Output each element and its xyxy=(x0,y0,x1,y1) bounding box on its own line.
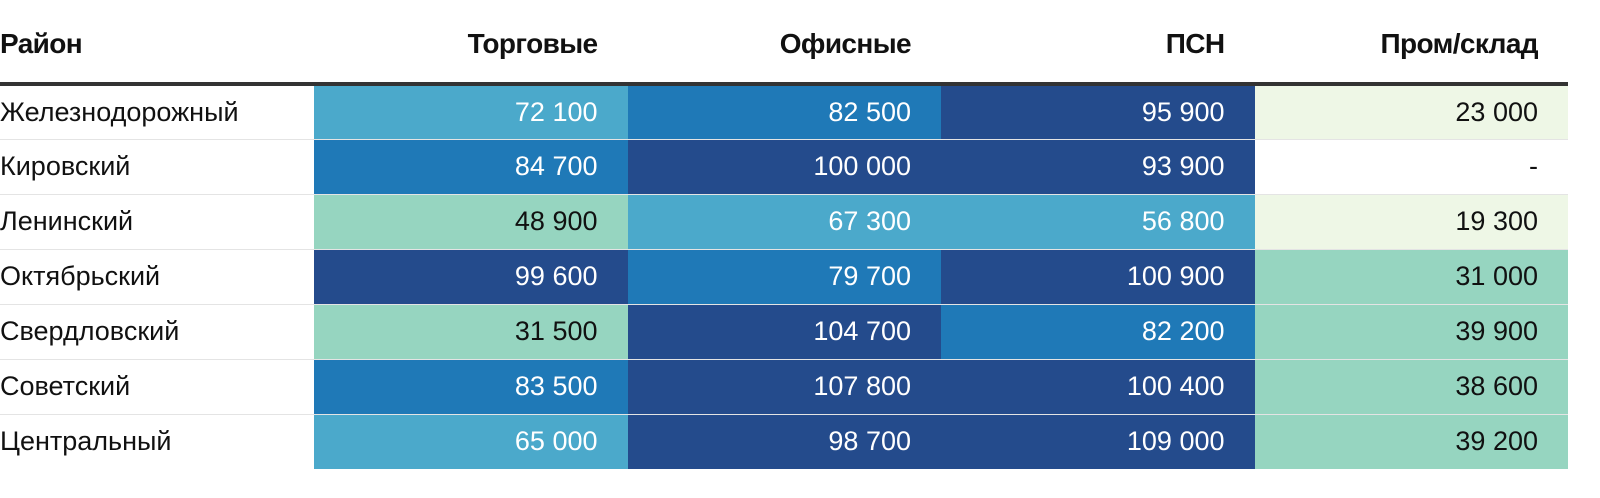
heatmap-cell-industrial: 38 600 xyxy=(1254,359,1568,415)
column-header-retail: Торговые xyxy=(314,0,628,86)
heatmap-cell-retail: 48 900 xyxy=(314,194,628,250)
heatmap-cell-psn: 95 900 xyxy=(941,84,1255,140)
district-name-cell: Кировский xyxy=(0,139,314,195)
column-header-psn: ПСН xyxy=(941,0,1255,86)
heatmap-cell-office: 100 000 xyxy=(627,139,941,195)
heatmap-cell-psn: 93 900 xyxy=(941,139,1255,195)
table-body: Железнодорожный 72 100 82 500 95 900 23 000 К… xyxy=(0,84,1568,469)
heatmap-cell-industrial: - xyxy=(1254,139,1568,195)
heatmap-cell-psn: 100 400 xyxy=(941,359,1255,415)
column-header-district: Район xyxy=(0,0,314,86)
heatmap-cell-office: 67 300 xyxy=(627,194,941,250)
heatmap-cell-retail: 99 600 xyxy=(314,249,628,305)
district-name-cell: Железнодорожный xyxy=(0,84,314,140)
table-row: Кировский 84 700 100 000 93 900- xyxy=(0,139,1568,195)
heatmap-cell-psn: 56 800 xyxy=(941,194,1255,250)
district-name-cell: Октябрьский xyxy=(0,249,314,305)
heatmap-cell-office: 79 700 xyxy=(627,249,941,305)
heatmap-cell-office: 98 700 xyxy=(627,414,941,469)
heatmap-cell-retail: 65 000 xyxy=(314,414,628,469)
heatmap-cell-industrial: 23 000 xyxy=(1254,84,1568,140)
heatmap-table-container: Район Торговые Офисные ПСН Пром/склад Же… xyxy=(0,0,1568,469)
heatmap-cell-office: 82 500 xyxy=(627,84,941,140)
heatmap-cell-psn: 100 900 xyxy=(941,249,1255,305)
heatmap-cell-industrial: 19 300 xyxy=(1254,194,1568,250)
table-row: Свердловский 31 500 104 700 82 200 39 900 xyxy=(0,304,1568,360)
district-name-cell: Центральный xyxy=(0,426,172,457)
heatmap-cell-psn: 82 200 xyxy=(941,304,1255,360)
table-row: Железнодорожный 72 100 82 500 95 900 23 000 xyxy=(0,84,1568,140)
table-row: Октябрьский 99 600 79 700 100 900 31 000 xyxy=(0,249,1568,305)
header-row: Район Торговые Офисные ПСН Пром/склад xyxy=(0,0,1568,86)
heatmap-cell-retail: 84 700 xyxy=(314,139,628,195)
table-header: Район Торговые Офисные ПСН Пром/склад xyxy=(0,0,1568,86)
heatmap-cell-office: 104 700 xyxy=(627,304,941,360)
district-name-cell: Советский xyxy=(0,359,314,415)
table-row: Советский 83 500 107 800 100 400 38 600 xyxy=(0,359,1568,415)
heatmap-cell-industrial: 31 000 xyxy=(1254,249,1568,305)
heatmap-cell-industrial: 39 200 xyxy=(1254,414,1568,469)
table-row: Центральный 65 000 98 700 109 000 39 200 xyxy=(0,414,1568,469)
heatmap-cell-psn: 109 000 xyxy=(941,414,1255,469)
heatmap-cell-retail: 72 100 xyxy=(314,84,628,140)
table-row: Ленинский 48 900 67 300 56 800 19 300 xyxy=(0,194,1568,250)
column-header-industrial: Пром/склад xyxy=(1254,0,1568,86)
heatmap-table: Район Торговые Офисные ПСН Пром/склад Же… xyxy=(0,0,1568,469)
district-name-cell: Свердловский xyxy=(0,304,314,360)
heatmap-cell-retail: 31 500 xyxy=(314,304,628,360)
district-name-cell: Ленинский xyxy=(0,194,314,250)
heatmap-cell-retail: 83 500 xyxy=(314,359,628,415)
heatmap-cell-industrial: 39 900 xyxy=(1254,304,1568,360)
column-header-office: Офисные xyxy=(627,0,941,86)
heatmap-cell-office: 107 800 xyxy=(627,359,941,415)
